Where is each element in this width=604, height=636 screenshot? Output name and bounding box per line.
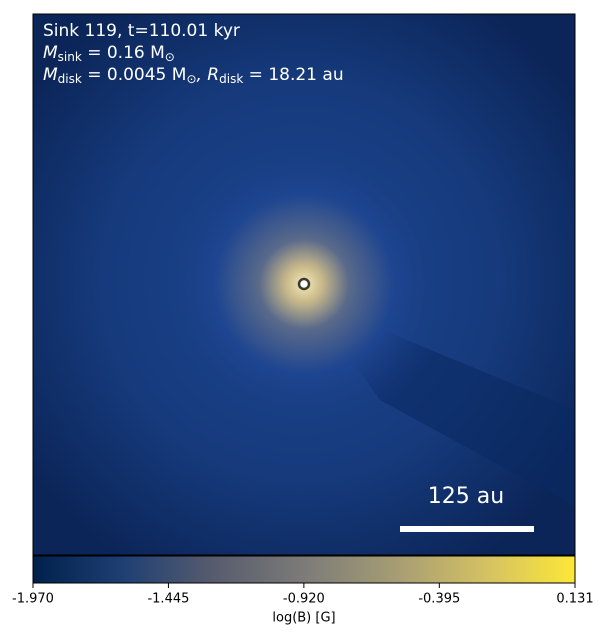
colorbar-tick-label: -0.395 [418,592,460,607]
annotation-part: = 18.21 au [243,65,343,85]
sink-marker [297,277,311,291]
colorbar-tick-label: -0.920 [283,592,325,607]
scale-bar [400,526,534,532]
annotation: Sink 119, t=110.01 kyr [43,21,240,41]
colorbar-tick-label: -1.970 [12,592,54,607]
annotation-part: disk [58,72,82,86]
annotation-part: disk [219,72,243,86]
annotation: Msink = 0.16 M⊙ [43,43,175,64]
annotation-part: ⊙ [186,72,196,86]
colorbar-tick-label: -1.445 [147,592,189,607]
annotation-part: M [43,65,58,85]
annotation-part: ⊙ [165,50,175,64]
annotation-part: = 0.0045 M [82,65,187,85]
annotation-part: sink [58,50,82,64]
scale-bar-label: 125 au [428,484,504,509]
map [33,14,575,555]
annotation: Mdisk = 0.0045 M⊙, Rdisk = 18.21 au [43,65,344,86]
colorbar-label: log(B) [G] [272,611,335,626]
annotation-part: , R [197,65,220,85]
colorbar [32,555,576,584]
annotation-part: Sink 119, t=110.01 kyr [43,21,240,41]
annotation-part: = 0.16 M [82,43,165,63]
colorbar-tick-label: 0.131 [556,592,593,607]
frame [32,13,576,556]
annotation-part: M [43,43,58,63]
